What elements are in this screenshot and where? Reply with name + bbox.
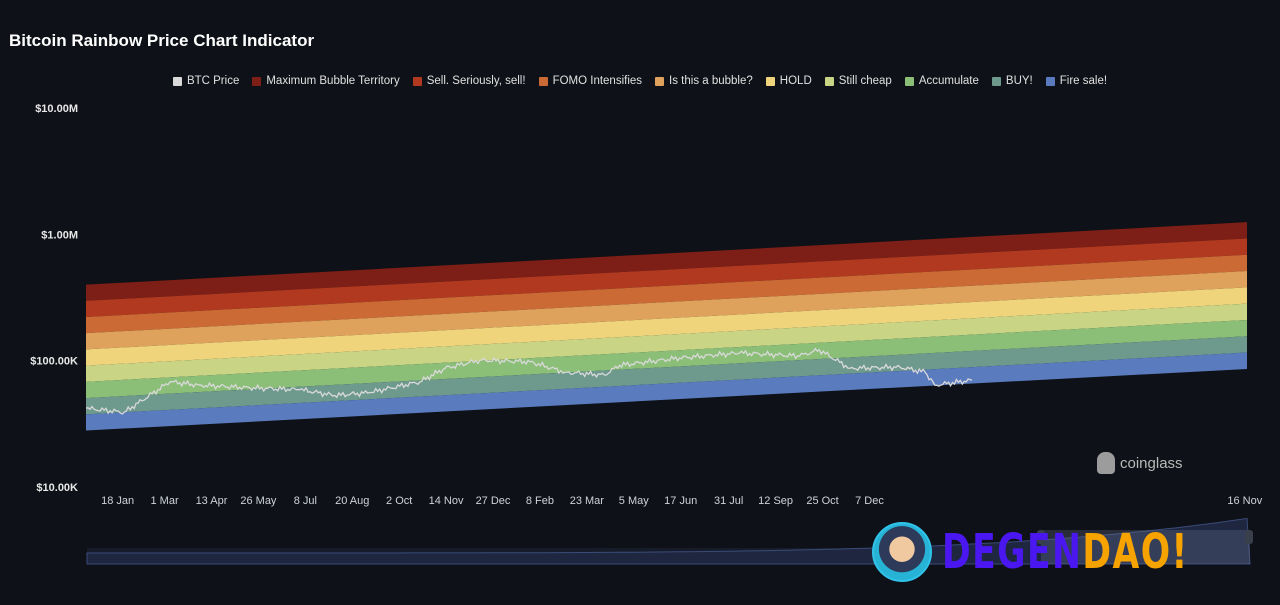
legend-swatch xyxy=(538,76,548,86)
legend-label: Is this a bubble? xyxy=(669,75,753,87)
x-tick-label: 17 Jun xyxy=(664,495,697,507)
legend-label: Sell. Seriously, sell! xyxy=(426,75,526,87)
y-tick-label: $1.00M xyxy=(41,229,78,241)
x-tick-label: 8 Jul xyxy=(294,495,317,507)
band-1 xyxy=(86,222,1247,301)
y-tick-label: $10.00M xyxy=(35,103,78,115)
avatar-icon xyxy=(872,522,932,582)
x-tick-label: 20 Aug xyxy=(335,495,369,507)
x-tick-label: 31 Jul xyxy=(714,495,743,507)
band-6 xyxy=(86,303,1247,382)
navigator-selection[interactable] xyxy=(1041,530,1250,564)
legend-label: FOMO Intensifies xyxy=(552,75,643,87)
x-tick-label: 13 Apr xyxy=(196,495,228,507)
band-9 xyxy=(86,352,1247,431)
legend-item[interactable]: Is this a bubble? xyxy=(655,75,753,87)
navigator-series xyxy=(86,517,1251,565)
legend-label: Maximum Bubble Territory xyxy=(266,75,400,87)
legend-label: BTC Price xyxy=(186,75,240,87)
degendao-text: DEGENDAO! xyxy=(942,524,1189,580)
coinglass-icon xyxy=(1097,452,1115,474)
legend-item[interactable]: Still cheap xyxy=(824,75,892,87)
x-tick-label: 23 Mar xyxy=(570,495,605,507)
legend-swatch xyxy=(1045,76,1055,86)
legend-item[interactable]: Fire sale! xyxy=(1045,75,1108,87)
legend-swatch xyxy=(412,76,422,86)
x-tick-label: 12 Sep xyxy=(758,495,793,507)
legend-swatch xyxy=(655,76,665,86)
legend-label: Fire sale! xyxy=(1059,75,1108,87)
y-tick-label: $10.00K xyxy=(36,482,78,494)
legend-item[interactable]: BUY! xyxy=(991,75,1033,87)
band-5 xyxy=(86,287,1247,366)
chart-title: Bitcoin Rainbow Price Chart Indicator xyxy=(9,31,315,50)
legend-swatch xyxy=(904,76,914,86)
legend-swatch xyxy=(252,76,262,86)
coinglass-text: coinglass xyxy=(1120,454,1183,472)
x-tick-label: 5 May xyxy=(619,495,649,507)
x-tick-label: 2 Oct xyxy=(386,495,412,507)
x-tick-label: 14 Nov xyxy=(429,495,464,507)
x-tick-label: 8 Feb xyxy=(526,495,554,507)
band-8 xyxy=(86,336,1247,415)
legend-swatch xyxy=(991,76,1001,86)
x-tick-label: 27 Dec xyxy=(476,495,511,507)
x-tick-label: 18 Jan xyxy=(101,495,134,507)
btc-price-line xyxy=(85,347,973,415)
legend-label: Still cheap xyxy=(838,75,892,87)
band-3 xyxy=(86,254,1247,334)
legend-item[interactable]: BTC Price xyxy=(172,75,240,87)
x-tick-label: 1 Mar xyxy=(151,495,179,507)
legend-item[interactable]: Sell. Seriously, sell! xyxy=(412,75,526,87)
legend-swatch xyxy=(172,76,182,86)
coinglass-logo: coinglass xyxy=(1097,452,1183,474)
degendao-watermark: DEGENDAO! xyxy=(872,522,1280,582)
legend-item[interactable]: Maximum Bubble Territory xyxy=(252,75,400,87)
band-7 xyxy=(86,320,1247,399)
band-4 xyxy=(86,271,1247,350)
x-tick-label: 26 May xyxy=(240,495,277,507)
navigator-handle[interactable] xyxy=(1245,530,1253,544)
navigator[interactable] xyxy=(86,517,1253,565)
legend-swatch xyxy=(824,76,834,86)
legend-swatch xyxy=(765,76,775,86)
legend-label: HOLD xyxy=(779,75,812,87)
x-tick-label: 7 Dec xyxy=(855,495,884,507)
legend-label: Accumulate xyxy=(918,75,979,87)
y-tick-label: $100.00K xyxy=(30,356,78,368)
navigator-handle[interactable] xyxy=(1037,530,1045,544)
legend-label: BUY! xyxy=(1005,75,1033,87)
legend-item[interactable]: FOMO Intensifies xyxy=(538,75,643,87)
x-tick-label: 25 Oct xyxy=(806,495,838,507)
legend-item[interactable]: Accumulate xyxy=(904,75,979,87)
legend-item[interactable]: HOLD xyxy=(765,75,812,87)
band-2 xyxy=(86,238,1247,317)
x-tick-label: 16 Nov xyxy=(1227,495,1262,507)
legend: BTC Price Maximum Bubble Territory Sell. S… xyxy=(0,75,1280,87)
